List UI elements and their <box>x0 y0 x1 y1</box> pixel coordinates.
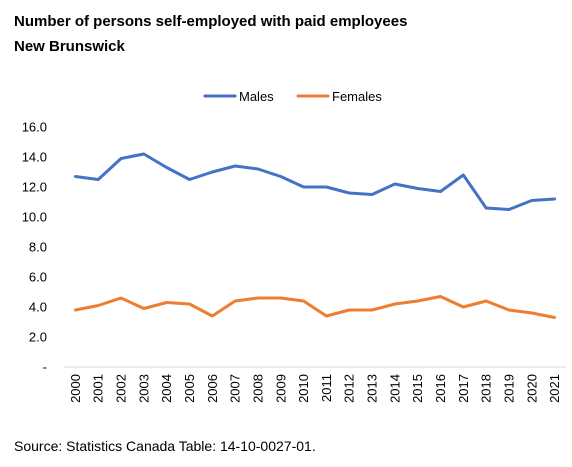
x-tick-label: 2000 <box>68 374 83 403</box>
series-line-females <box>73 295 557 319</box>
series-line-males <box>73 152 557 211</box>
x-tick-label: 2008 <box>250 374 265 403</box>
chart-subtitle: New Brunswick <box>14 38 125 55</box>
line-chart: - 2.0 4.0 6.0 8.0 10.0 12.0 14.0 16.0 2000 2001 200… <box>22 89 566 403</box>
y-tick-label: 4.0 <box>29 300 47 315</box>
chart-title-block: Number of persons self-employed with pai… <box>14 9 407 59</box>
x-tick-label: 2005 <box>182 374 197 403</box>
x-tick-label: 2007 <box>228 374 243 403</box>
x-tick-label: 2017 <box>456 374 471 403</box>
x-tick-label: 2011 <box>319 374 334 402</box>
x-tick-label: 2016 <box>433 374 448 403</box>
y-tick-label: 16.0 <box>22 120 47 135</box>
source-note: Source: Statistics Canada Table: 14-10-0… <box>14 438 316 454</box>
x-tick-label: 2019 <box>501 374 516 403</box>
legend-label-males: Males <box>239 89 274 104</box>
x-tick-label: 2013 <box>365 374 380 403</box>
x-tick-label: 2015 <box>410 374 425 403</box>
x-tick-label: 2012 <box>342 374 357 403</box>
y-tick-label: 14.0 <box>22 150 47 165</box>
y-tick-label: 8.0 <box>29 240 47 255</box>
y-tick-label: 6.0 <box>29 270 47 285</box>
y-tick-label: - <box>43 360 47 375</box>
x-tick-label: 2003 <box>136 374 151 403</box>
legend-label-females: Females <box>332 89 382 104</box>
x-tick-label: 2018 <box>479 374 494 403</box>
chart-title: Number of persons self-employed with pai… <box>14 13 408 30</box>
x-tick-label: 2006 <box>205 374 220 403</box>
x-tick-label: 2009 <box>273 374 288 403</box>
x-tick-label: 2014 <box>387 374 402 403</box>
y-tick-label: 10.0 <box>22 210 47 225</box>
x-tick-label: 2020 <box>524 374 539 403</box>
y-tick-label: 12.0 <box>22 180 47 195</box>
x-tick-label: 2004 <box>159 374 174 403</box>
x-tick-label: 2021 <box>547 374 562 403</box>
y-tick-label: 2.0 <box>29 330 47 345</box>
x-tick-label: 2002 <box>114 374 129 403</box>
x-tick-label: 2001 <box>91 374 106 403</box>
x-tick-label: 2010 <box>296 374 311 403</box>
